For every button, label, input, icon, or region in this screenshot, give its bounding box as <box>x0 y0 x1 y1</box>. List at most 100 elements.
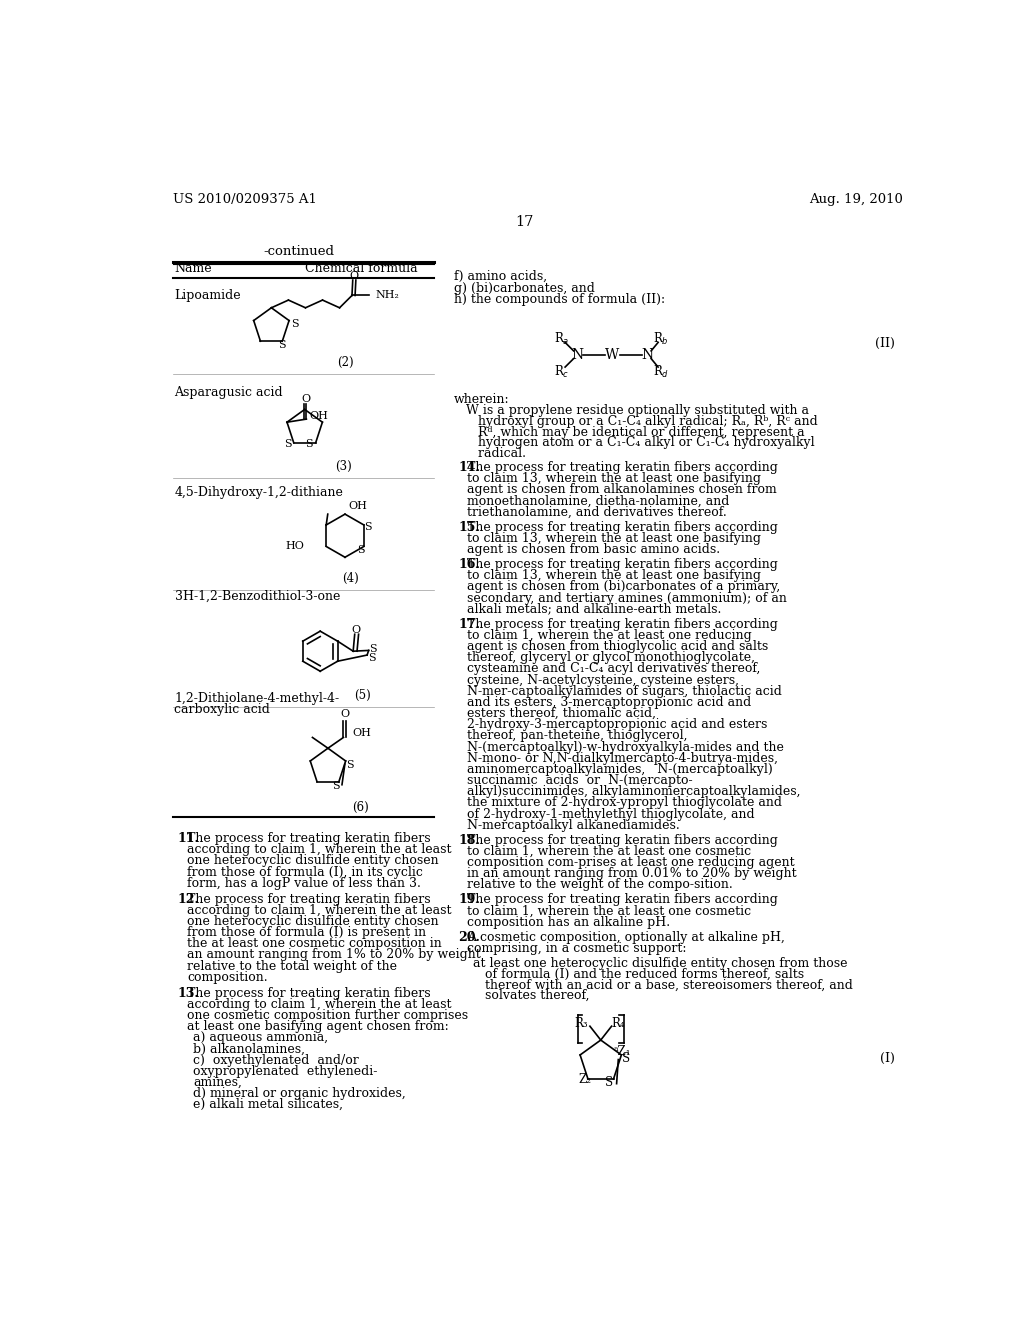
Text: cysteine, N-acetylcysteine, cysteine esters,: cysteine, N-acetylcysteine, cysteine est… <box>467 673 739 686</box>
Text: composition com-prises at least one reducing agent: composition com-prises at least one redu… <box>467 855 795 869</box>
Text: hydrogen atom or a C₁-C₄ alkyl or C₁-C₄ hydroxyalkyl: hydrogen atom or a C₁-C₄ alkyl or C₁-C₄ … <box>454 437 814 449</box>
Text: W is a propylene residue optionally substituted with a: W is a propylene residue optionally subs… <box>454 404 809 417</box>
Text: O: O <box>350 271 358 281</box>
Text: 4,5-Dihydroxy-1,2-dithiane: 4,5-Dihydroxy-1,2-dithiane <box>174 486 343 499</box>
Text: The process for treating keratin fibers: The process for treating keratin fibers <box>187 832 430 845</box>
Text: thereof, glyceryl or glycol monothioglycolate,: thereof, glyceryl or glycol monothioglyc… <box>467 651 756 664</box>
Text: The process for treating keratin fibers according: The process for treating keratin fibers … <box>467 461 778 474</box>
Text: wherein:: wherein: <box>454 393 509 407</box>
Text: Z₂: Z₂ <box>579 1073 592 1085</box>
Text: aminomercaptoalkylamides,   N-(mercaptoalkyl): aminomercaptoalkylamides, N-(mercaptoalk… <box>467 763 773 776</box>
Text: R$_c$: R$_c$ <box>554 363 569 380</box>
Text: e) alkali metal silicates,: e) alkali metal silicates, <box>194 1098 343 1111</box>
Text: 17.: 17. <box>458 618 480 631</box>
Text: Asparagusic acid: Asparagusic acid <box>174 385 283 399</box>
Text: one heterocyclic disulfide entity chosen: one heterocyclic disulfide entity chosen <box>187 915 438 928</box>
Text: of formula (I) and the reduced forms thereof, salts: of formula (I) and the reduced forms the… <box>461 968 805 981</box>
Text: (3): (3) <box>335 459 352 473</box>
Text: to claim 13, wherein the at least one basifying: to claim 13, wherein the at least one ba… <box>467 473 762 486</box>
Text: g) (bi)carbonates, and: g) (bi)carbonates, and <box>454 281 594 294</box>
Text: 14.: 14. <box>458 461 480 474</box>
Text: relative to the total weight of the: relative to the total weight of the <box>187 960 397 973</box>
Text: Lipoamide: Lipoamide <box>174 289 241 302</box>
Text: triethanolamine, and derivatives thereof.: triethanolamine, and derivatives thereof… <box>467 506 727 519</box>
Text: S: S <box>305 440 313 449</box>
Text: 17: 17 <box>516 215 534 230</box>
Text: 16.: 16. <box>458 558 480 572</box>
Text: alkyl)succinimides, alkylaminomercaptoalkylamides,: alkyl)succinimides, alkylaminomercaptoal… <box>467 785 801 799</box>
Text: N: N <box>641 347 653 362</box>
Text: O: O <box>301 395 310 404</box>
Text: R₃: R₃ <box>574 1016 589 1030</box>
Text: according to claim 1, wherein the at least: according to claim 1, wherein the at lea… <box>187 998 452 1011</box>
Text: oxypropylenated  ethylenedi-: oxypropylenated ethylenedi- <box>194 1065 378 1077</box>
Text: carboxylic acid: carboxylic acid <box>174 702 270 715</box>
Text: 13.: 13. <box>177 986 200 999</box>
Text: amines,: amines, <box>194 1076 242 1089</box>
Text: OH: OH <box>352 727 372 738</box>
Text: a) aqueous ammonia,: a) aqueous ammonia, <box>194 1031 329 1044</box>
Text: relative to the weight of the compo-sition.: relative to the weight of the compo-siti… <box>467 878 733 891</box>
Text: 12.: 12. <box>177 892 200 906</box>
Text: thereof, pan-theteine, thioglycerol,: thereof, pan-theteine, thioglycerol, <box>467 730 688 742</box>
Text: S: S <box>622 1052 630 1065</box>
Text: S: S <box>332 780 340 791</box>
Text: solvates thereof,: solvates thereof, <box>461 989 590 1002</box>
Text: R$_b$: R$_b$ <box>653 331 669 347</box>
Text: (II): (II) <box>876 337 895 350</box>
Text: 20.: 20. <box>458 931 480 944</box>
Text: monoethanolamine, dietha-nolamine, and: monoethanolamine, dietha-nolamine, and <box>467 495 730 507</box>
Text: from those of formula (I) is present in: from those of formula (I) is present in <box>187 927 426 939</box>
Text: N-(mercaptoalkyl)-w-hydroxyalkyla-mides and the: N-(mercaptoalkyl)-w-hydroxyalkyla-mides … <box>467 741 784 754</box>
Text: according to claim 1, wherein the at least: according to claim 1, wherein the at lea… <box>187 904 452 917</box>
Text: to claim 13, wherein the at least one basifying: to claim 13, wherein the at least one ba… <box>467 569 762 582</box>
Text: US 2010/0209375 A1: US 2010/0209375 A1 <box>173 193 316 206</box>
Text: agent is chosen from basic amino acids.: agent is chosen from basic amino acids. <box>467 543 721 556</box>
Text: The process for treating keratin fibers: The process for treating keratin fibers <box>187 892 430 906</box>
Text: form, has a logP value of less than 3.: form, has a logP value of less than 3. <box>187 876 421 890</box>
Text: The process for treating keratin fibers according: The process for treating keratin fibers … <box>467 520 778 533</box>
Text: S: S <box>364 523 372 532</box>
Text: succinamic  acids  or  N-(mercapto-: succinamic acids or N-(mercapto- <box>467 774 693 787</box>
Text: S: S <box>370 644 377 653</box>
Text: from those of formula (I), in its cyclic: from those of formula (I), in its cyclic <box>187 866 423 879</box>
Text: OH: OH <box>309 411 329 421</box>
Text: A cosmetic composition, optionally at alkaline pH,: A cosmetic composition, optionally at al… <box>467 931 785 944</box>
Text: S: S <box>605 1076 613 1089</box>
Text: to claim 1, wherein the at least one cosmetic: to claim 1, wherein the at least one cos… <box>467 904 752 917</box>
Text: The process for treating keratin fibers according: The process for treating keratin fibers … <box>467 558 778 572</box>
Text: Name: Name <box>174 263 212 276</box>
Text: 3H-1,2-Benzodithiol-3-one: 3H-1,2-Benzodithiol-3-one <box>174 590 340 603</box>
Text: in an amount ranging from 0.01% to 20% by weight: in an amount ranging from 0.01% to 20% b… <box>467 867 797 880</box>
Text: The process for treating keratin fibers: The process for treating keratin fibers <box>187 986 430 999</box>
Text: an amount ranging from 1% to 20% by weight: an amount ranging from 1% to 20% by weig… <box>187 948 480 961</box>
Text: and its esters, 3-mercaptopropionic acid and: and its esters, 3-mercaptopropionic acid… <box>467 696 752 709</box>
Text: 11.: 11. <box>177 832 200 845</box>
Text: hydroxyl group or a C₁-C₄ alkyl radical; Rₐ, Rᵇ, Rᶜ and: hydroxyl group or a C₁-C₄ alkyl radical;… <box>454 414 817 428</box>
Text: The process for treating keratin fibers according: The process for treating keratin fibers … <box>467 894 778 907</box>
Text: S: S <box>291 318 298 329</box>
Text: to claim 1, wherein the at least one cosmetic: to claim 1, wherein the at least one cos… <box>467 845 752 858</box>
Text: The process for treating keratin fibers according: The process for treating keratin fibers … <box>467 618 778 631</box>
Text: one heterocyclic disulfide entity chosen: one heterocyclic disulfide entity chosen <box>187 854 438 867</box>
Text: O: O <box>351 624 360 635</box>
Text: composition.: composition. <box>187 970 267 983</box>
Text: 19.: 19. <box>458 894 480 907</box>
Text: to claim 1, wherein the at least one reducing: to claim 1, wherein the at least one red… <box>467 628 753 642</box>
Text: 15.: 15. <box>458 520 480 533</box>
Text: ᵃZ₁: ᵃZ₁ <box>614 1045 632 1057</box>
Text: N: N <box>571 347 584 362</box>
Text: thereof with an acid or a base, stereoisomers thereof, and: thereof with an acid or a base, stereois… <box>461 978 853 991</box>
Text: N-mer-captoalkylamides of sugars, thiolactic acid: N-mer-captoalkylamides of sugars, thiola… <box>467 685 782 698</box>
Text: to claim 13, wherein the at least one basifying: to claim 13, wherein the at least one ba… <box>467 532 762 545</box>
Text: according to claim 1, wherein the at least: according to claim 1, wherein the at lea… <box>187 843 452 857</box>
Text: the at least one cosmetic composition in: the at least one cosmetic composition in <box>187 937 441 950</box>
Text: comprising, in a cosmetic support:: comprising, in a cosmetic support: <box>467 942 687 954</box>
Text: Chemical formula: Chemical formula <box>305 263 418 276</box>
Text: f) amino acids,: f) amino acids, <box>454 271 547 282</box>
Text: esters thereof, thiomalic acid,: esters thereof, thiomalic acid, <box>467 708 656 719</box>
Text: S: S <box>357 545 365 556</box>
Text: 1,2-Dithiolane-4-methyl-4-: 1,2-Dithiolane-4-methyl-4- <box>174 692 340 705</box>
Text: S: S <box>278 341 286 350</box>
Text: W: W <box>605 347 620 362</box>
